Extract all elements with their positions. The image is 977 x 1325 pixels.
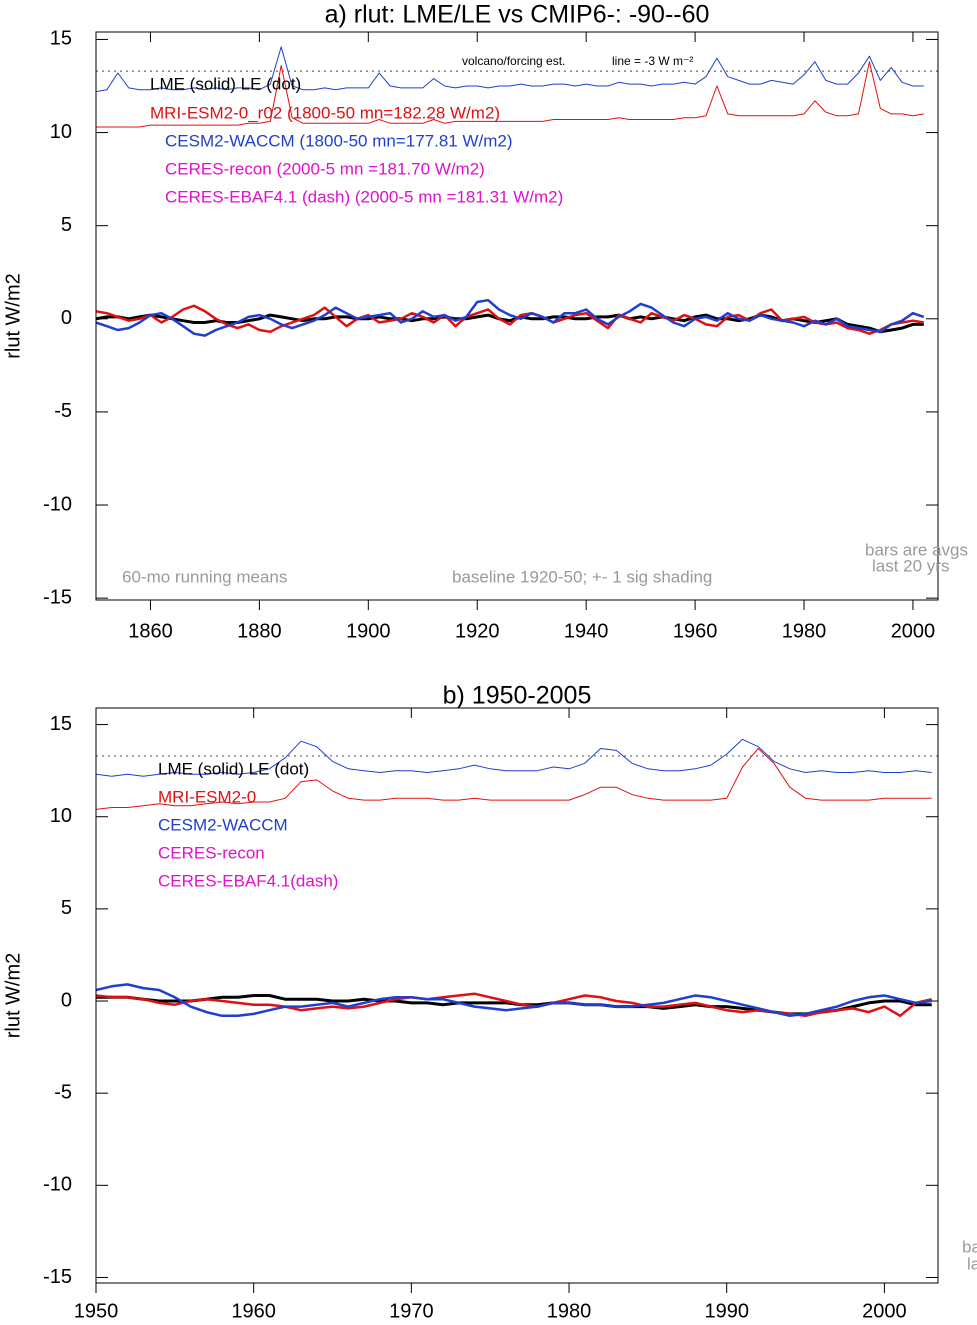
- series-line: [96, 994, 932, 1016]
- legend-entry: CERES-EBAF4.1 (dash) (2000-5 mn =181.31 …: [165, 187, 563, 206]
- series-line: [96, 298, 925, 337]
- plot-frame: [95, 31, 939, 601]
- annotation: la: [967, 1254, 977, 1273]
- y-tick-label: 10: [50, 805, 72, 827]
- y-tick-label: -15: [43, 586, 72, 608]
- y-tick-label: -15: [43, 1266, 72, 1288]
- annotation: ba: [962, 1237, 977, 1256]
- chart-title: b) 1950-2005: [443, 682, 592, 710]
- y-tick-label: 5: [61, 214, 72, 236]
- y-tick-label: -10: [43, 493, 72, 515]
- annotation: 60-mo running means: [122, 567, 287, 586]
- y-tick-label: 0: [61, 307, 72, 329]
- annotation: line = -3 W m⁻²: [612, 54, 693, 68]
- y-tick-label: 15: [50, 713, 72, 735]
- x-tick-label: 1900: [346, 620, 391, 642]
- series-line: [96, 748, 932, 810]
- legend-entry: LME (solid) LE (dot): [158, 759, 309, 778]
- x-tick-label: 1880: [237, 620, 282, 642]
- legend-entry: CERES-recon: [158, 843, 265, 862]
- series-line: [96, 992, 932, 1018]
- y-axis-label: rlut W/m2: [2, 953, 24, 1039]
- y-tick-label: -5: [54, 1081, 72, 1103]
- x-tick-label: 1980: [547, 1300, 592, 1322]
- chart-title: a) rlut: LME/LE vs CMIP6-: -90--60: [325, 1, 710, 29]
- x-tick-label: 1920: [455, 620, 500, 642]
- plot-frame: [95, 707, 939, 1284]
- x-tick-label: 1940: [564, 620, 609, 642]
- series-line: [96, 61, 924, 128]
- annotation: volcano/forcing est.: [462, 54, 565, 68]
- annotation: last 20 yrs: [872, 556, 949, 575]
- y-tick-label: -10: [43, 1174, 72, 1196]
- x-tick-label: 1970: [389, 1300, 434, 1322]
- series-line: [96, 983, 932, 1018]
- legend-entry: CERES-recon (2000-5 mn =181.70 W/m2): [165, 159, 485, 178]
- x-tick-label: 1960: [231, 1300, 276, 1322]
- legend-entry: LME (solid) LE (dot): [150, 74, 301, 93]
- y-tick-label: 0: [61, 989, 72, 1011]
- x-tick-label: 1980: [782, 620, 827, 642]
- annotation: baseline 1920-50; +- 1 sig shading: [452, 567, 712, 586]
- y-tick-label: 5: [61, 897, 72, 919]
- y-tick-label: 10: [50, 121, 72, 143]
- x-tick-label: 2000: [891, 620, 936, 642]
- legend-entry: CERES-EBAF4.1(dash): [158, 871, 338, 890]
- x-tick-label: 1990: [704, 1300, 749, 1322]
- legend-entry: CESM2-WACCM (1800-50 mn=177.81 W/m2): [165, 131, 513, 150]
- x-tick-label: 1950: [74, 1300, 119, 1322]
- legend-entry: CESM2-WACCM: [158, 815, 288, 834]
- x-tick-label: 1860: [128, 620, 173, 642]
- legend-entry: MRI-ESM2-0: [158, 787, 256, 806]
- series-line: [96, 46, 924, 93]
- y-tick-label: -5: [54, 400, 72, 422]
- x-tick-label: 2000: [862, 1300, 907, 1322]
- series-line: [96, 738, 932, 777]
- annotation: bars are avgs: [865, 540, 968, 559]
- y-axis-label: rlut W/m2: [2, 273, 24, 359]
- x-tick-label: 1960: [673, 620, 718, 642]
- y-tick-label: 15: [50, 28, 72, 50]
- legend-entry: MRI-ESM2-0_r02 (1800-50 mn=182.28 W/m2): [150, 103, 500, 122]
